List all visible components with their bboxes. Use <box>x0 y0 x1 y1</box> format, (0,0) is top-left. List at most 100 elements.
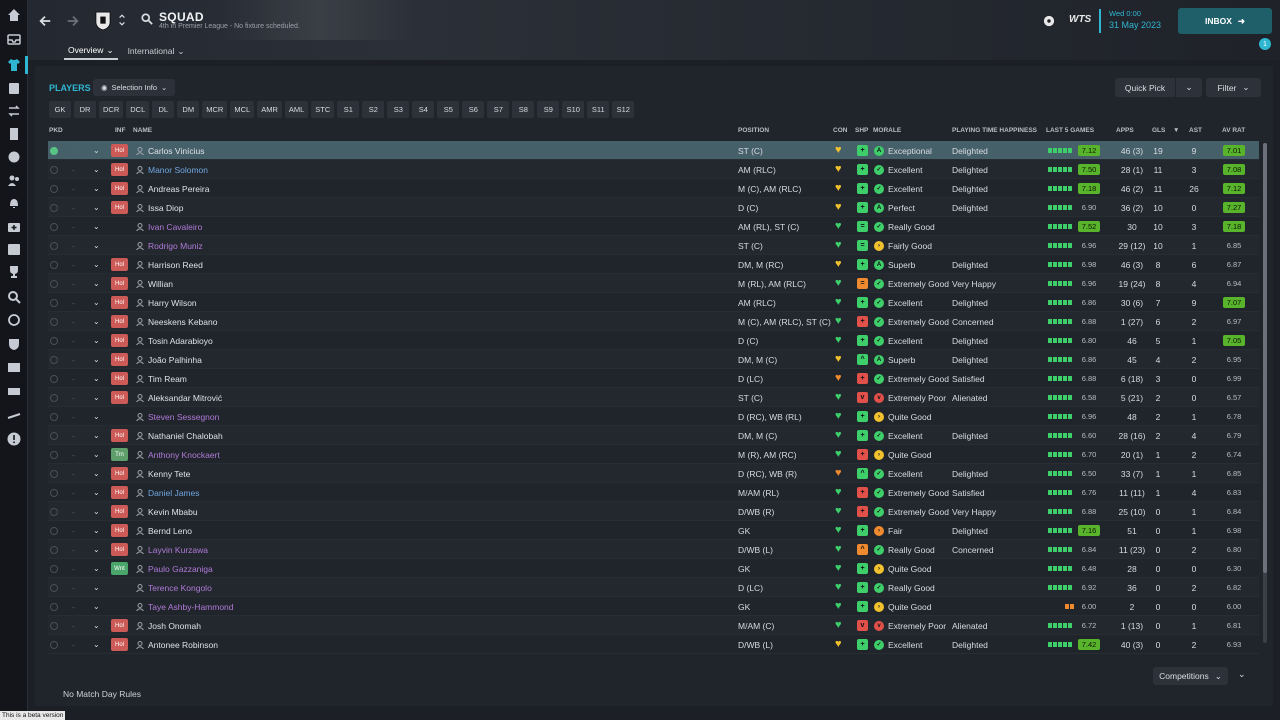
row-expand-chevron-icon[interactable]: ⌄ <box>93 331 100 350</box>
position-filter-dl[interactable]: DL <box>152 101 174 118</box>
row-expand-chevron-icon[interactable]: ⌄ <box>93 464 100 483</box>
transfer-icon[interactable] <box>7 104 21 118</box>
table-row[interactable]: - ⌄ Wnt Paulo Gazzaniga GK ♥ + › Quite Good 6.48 2… <box>48 559 1259 578</box>
row-expand-chevron-icon[interactable]: ⌄ <box>93 312 100 331</box>
row-expand-chevron-icon[interactable]: ⌄ <box>93 141 100 160</box>
filter-button[interactable]: Filter ⌄ <box>1206 78 1261 97</box>
back-arrow-icon[interactable] <box>37 13 53 29</box>
col-pkd[interactable]: PKD <box>49 127 63 134</box>
picked-indicator[interactable] <box>50 413 58 421</box>
player-name[interactable]: Paulo Gazzaniga <box>148 564 213 574</box>
col-apps[interactable]: APPS <box>1116 127 1134 134</box>
info-badge[interactable]: Hol <box>111 182 128 195</box>
col-morale[interactable]: MORALE <box>873 127 901 134</box>
picked-indicator[interactable] <box>50 603 58 611</box>
row-expand-chevron-icon[interactable]: ⌄ <box>93 445 100 464</box>
player-name[interactable]: Ivan Cavaleiro <box>148 222 202 232</box>
competitions-button[interactable]: Competitions ⌄ <box>1153 667 1228 685</box>
date-box[interactable]: Wed 0:00 31 May 2023 <box>1099 9 1161 33</box>
forward-arrow-icon[interactable] <box>65 13 81 29</box>
position-filter-gk[interactable]: GK <box>49 101 71 118</box>
quick-pick-button[interactable]: Quick Pick <box>1115 78 1175 97</box>
picked-indicator[interactable] <box>50 565 58 573</box>
player-name[interactable]: Harrison Reed <box>148 260 203 270</box>
squad-shirt-icon[interactable] <box>7 58 21 72</box>
scrollbar-thumb[interactable] <box>1263 143 1267 573</box>
position-filter-s2[interactable]: S2 <box>362 101 384 118</box>
player-name[interactable]: Anthony Knockaert <box>148 450 220 460</box>
table-row[interactable]: - ⌄ Hol Tosin Adarabioyo D (C) ♥ + ✓ Excellent De… <box>48 331 1259 350</box>
col-shp[interactable]: SHP <box>855 127 868 134</box>
table-row[interactable]: - ⌄ Hol Daniel James M/AM (RL) ♥ + ✓ Extremely G… <box>48 483 1259 502</box>
player-name[interactable]: Rodrigo Muniz <box>148 241 203 251</box>
table-row[interactable]: - ⌄ Hol Issa Diop D (C) ♥ + A Perfect Delighted 6.… <box>48 198 1259 217</box>
player-name[interactable]: Steven Sessegnon <box>148 412 219 422</box>
picked-indicator[interactable] <box>50 641 58 649</box>
col-gls[interactable]: GLS <box>1152 127 1165 134</box>
info-badge[interactable]: Hol <box>111 638 128 651</box>
picked-indicator[interactable] <box>50 508 58 516</box>
picked-indicator[interactable] <box>50 185 58 193</box>
player-name[interactable]: Kevin Mbabu <box>148 507 198 517</box>
player-name[interactable]: Layvin Kurzawa <box>148 545 208 555</box>
row-expand-chevron-icon[interactable]: ⌄ <box>93 616 100 635</box>
position-filter-stc[interactable]: STC <box>311 101 334 118</box>
player-name[interactable]: Josh Onomah <box>148 621 201 631</box>
position-filter-s6[interactable]: S6 <box>462 101 484 118</box>
info-badge[interactable]: Hol <box>111 258 128 271</box>
row-expand-chevron-icon[interactable]: ⌄ <box>93 350 100 369</box>
table-row[interactable]: - ⌄ Hol Aleksandar Mitrović ST (C) ♥ v v Extreme… <box>48 388 1259 407</box>
player-name[interactable]: Kenny Tete <box>148 469 190 479</box>
info-badge[interactable]: Hol <box>111 524 128 537</box>
position-filter-s12[interactable]: S12 <box>612 101 634 118</box>
row-expand-chevron-icon[interactable]: ⌄ <box>93 483 100 502</box>
clipboard-icon[interactable] <box>7 81 21 95</box>
position-filter-s1[interactable]: S1 <box>337 101 359 118</box>
info-badge[interactable]: Hol <box>111 543 128 556</box>
alert-icon[interactable] <box>7 432 21 446</box>
table-row[interactable]: - ⌄ Hol Neeskens Kebano M (C), AM (RLC), ST … <box>48 312 1259 331</box>
club-switch-chevrons-icon[interactable] <box>117 11 127 29</box>
picked-indicator[interactable] <box>50 261 58 269</box>
trophy-icon[interactable] <box>7 265 21 279</box>
picked-indicator[interactable] <box>50 280 58 288</box>
row-expand-chevron-icon[interactable]: ⌄ <box>93 559 100 578</box>
info-badge[interactable]: Hol <box>111 467 128 480</box>
picked-indicator[interactable] <box>50 546 58 554</box>
info-badge[interactable]: Hol <box>111 391 128 404</box>
calendar-icon[interactable] <box>7 242 21 256</box>
club-crest-icon[interactable] <box>94 10 112 32</box>
search-icon[interactable] <box>140 12 154 26</box>
table-row[interactable]: - ⌄ Terence Kongolo D (LC) ♥ + ✓ Really Good 6.9… <box>48 578 1259 597</box>
table-row[interactable]: - ⌄ Rodrigo Muniz ST (C) ♥ = › Fairly Good 6.96 2… <box>48 236 1259 255</box>
table-row[interactable]: - ⌄ Hol Harrison Reed DM, M (RC) ♥ + A Superb Del… <box>48 255 1259 274</box>
table-row[interactable]: - ⌄ Hol João Palhinha DM, M (C) ♥ ^ A Superb Deli… <box>48 350 1259 369</box>
scouting-icon[interactable] <box>7 384 21 398</box>
row-expand-chevron-icon[interactable]: ⌄ <box>93 635 100 654</box>
player-name[interactable]: Tim Ream <box>148 374 187 384</box>
table-row[interactable]: - ⌄ Hol Nathaniel Chalobah DM, M (C) ♥ + ✓ Excel… <box>48 426 1259 445</box>
row-expand-chevron-icon[interactable]: ⌄ <box>93 274 100 293</box>
table-row[interactable]: - ⌄ Trn Anthony Knockaert M (R), AM (RC) ♥ + › Q… <box>48 445 1259 464</box>
table-row[interactable]: - ⌄ Ivan Cavaleiro AM (RL), ST (C) ♥ = ✓ Really… <box>48 217 1259 236</box>
col-name[interactable]: NAME <box>133 127 152 134</box>
picked-indicator[interactable] <box>50 166 58 174</box>
row-expand-chevron-icon[interactable]: ⌄ <box>93 198 100 217</box>
player-name[interactable]: Andreas Pereira <box>148 184 209 194</box>
position-filter-s10[interactable]: S10 <box>562 101 584 118</box>
position-filter-s7[interactable]: S7 <box>487 101 509 118</box>
info-badge[interactable]: Hol <box>111 372 128 385</box>
picked-indicator[interactable] <box>50 242 58 250</box>
table-row[interactable]: - ⌄ Hol Carlos Vinícius ST (C) ♥ + A Exceptional… <box>48 141 1259 160</box>
position-filter-s11[interactable]: S11 <box>587 101 609 118</box>
inbox-button[interactable]: INBOX ➜ <box>1178 8 1272 34</box>
position-filter-mcr[interactable]: MCR <box>202 101 227 118</box>
table-row[interactable]: - ⌄ Hol Josh Onomah M/AM (C) ♥ v v Extremely Poo… <box>48 616 1259 635</box>
football-icon[interactable] <box>1042 14 1056 28</box>
picked-indicator[interactable] <box>50 394 58 402</box>
training-icon[interactable] <box>7 408 21 422</box>
table-row[interactable]: - ⌄ Hol Antonee Robinson D/WB (L) ♥ + ✓ Excellen… <box>48 635 1259 654</box>
row-expand-chevron-icon[interactable]: ⌄ <box>93 502 100 521</box>
row-expand-chevron-icon[interactable]: ⌄ <box>93 521 100 540</box>
table-row[interactable]: - ⌄ Steven Sessegnon D (RC), WB (RL) ♥ + › Quit… <box>48 407 1259 426</box>
